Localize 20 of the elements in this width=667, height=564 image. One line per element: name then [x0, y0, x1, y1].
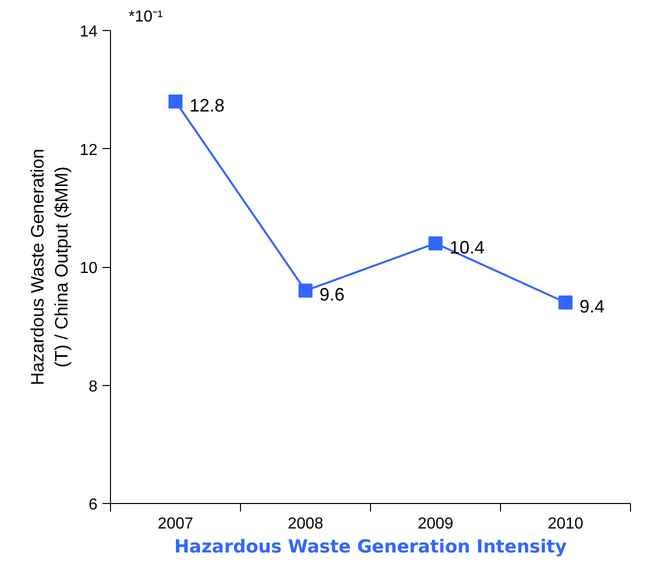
point — [298, 284, 312, 298]
y-tick-label: 10 — [80, 260, 98, 277]
data-label: 9.6 — [320, 284, 345, 305]
y-tick-label: 6 — [88, 496, 98, 514]
x-axis-title: Hazardous Waste Generation Intensity — [174, 536, 568, 558]
data-label: 12.8 — [190, 95, 225, 116]
y-axis-title: Hazardous Waste Generation (T) / China Output ($MM) — [28, 148, 72, 386]
text: *10⁻¹ — [128, 8, 163, 26]
point — [168, 94, 182, 108]
y-tick-label: 8 — [88, 378, 98, 396]
point — [428, 236, 442, 250]
x-tick-label: 2008 — [288, 516, 324, 532]
data-label: 9.4 — [580, 296, 605, 316]
y-tick-label: 12 — [80, 142, 98, 159]
y-tick-label: 14 — [80, 24, 98, 40]
point — [558, 295, 572, 310]
x-tick-label: 2010 — [548, 516, 584, 532]
x-tick-label: 2007 — [158, 516, 194, 532]
data-label: 10.4 — [450, 237, 485, 258]
x-tick-label: 2009 — [418, 516, 454, 532]
